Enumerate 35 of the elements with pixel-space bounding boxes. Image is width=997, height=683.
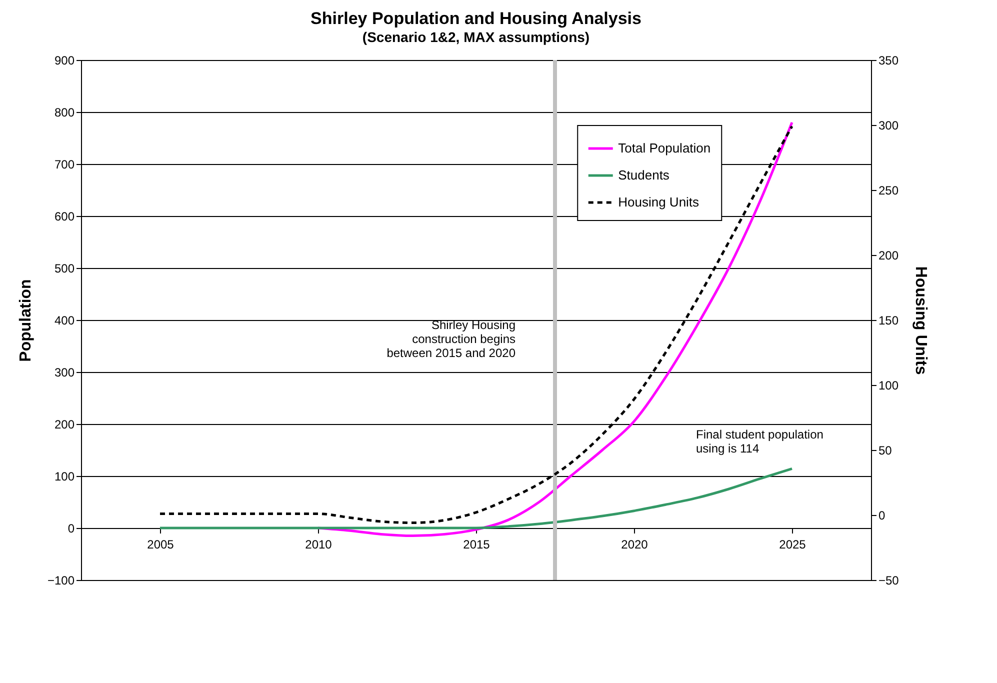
x-tick-label: 2025 [779,538,806,552]
chart-subtitle: (Scenario 1&2, MAX assumptions) [362,29,590,45]
legend-label: Housing Units [618,194,700,210]
y-tick-label: −100 [47,574,75,588]
y2-tick-label: 150 [878,314,899,328]
y-tick-label: 600 [54,210,75,224]
y2-tick-label: 350 [878,54,899,68]
y-tick-label: 200 [54,418,75,432]
y-tick-label: 500 [54,262,75,276]
y2-tick-label: 50 [878,444,892,458]
y2-tick-label: 0 [878,508,886,522]
y2-tick-label: 300 [878,118,899,132]
y2-axis-title: Housing Units [912,266,929,375]
y2-tick-label: 250 [878,184,899,198]
legend-label: Students [618,168,670,182]
x-tick-label: 2005 [147,538,174,552]
x-tick-label: 2015 [463,538,490,552]
y2-tick-label: −50 [878,574,900,588]
y-tick-label: 700 [54,158,75,172]
annotation: Shirley Housing construction begins between 2015 and 2020 [386,318,516,360]
y-tick-label: 100 [54,470,75,484]
y-tick-label: 300 [54,366,75,380]
y-tick-label: 0 [68,522,75,536]
x-tick-label: 2010 [305,538,332,552]
y2-tick-label: 100 [878,378,899,392]
y-tick-label: 900 [54,54,75,68]
y2-tick-label: 200 [878,248,899,262]
annotation: Final student population using is 114 [696,428,824,456]
line-series [158,467,794,530]
y-tick-label: 400 [54,314,75,328]
y-tick-label: 800 [54,106,75,120]
x-tick-label: 2020 [621,538,648,552]
legend-label: Total Population [618,140,711,156]
chart-title: Shirley Population and Housing Analysis [310,9,642,28]
y-axis-title: Population [17,279,34,362]
